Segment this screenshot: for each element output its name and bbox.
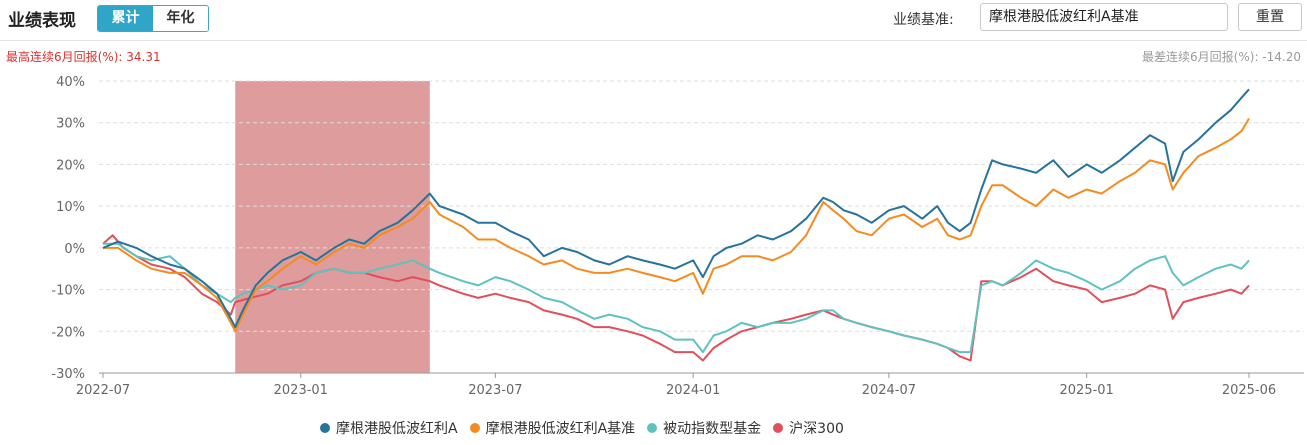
tab-cumulative[interactable]: 累计 [98, 6, 153, 31]
worst-6m-return: 最差连续6月回报(%): -14.20 [1142, 50, 1301, 64]
benchmark-label: 业绩基准: [893, 12, 954, 28]
x-tick-label: 2023-01 [274, 383, 328, 398]
legend-dot [469, 423, 480, 433]
highlight-band [235, 81, 430, 373]
best-6m-return: 最高连续6月回报(%): 34.31 [6, 50, 161, 64]
series-line-2 [103, 242, 1250, 354]
reset-button[interactable]: 重置 [1238, 3, 1302, 31]
legend-label: 被动指数型基金 [663, 421, 762, 437]
y-tick-label: -10% [51, 284, 85, 299]
period-toggle: 累计 年化 [97, 5, 209, 32]
legend-item-fund[interactable]: 摩根港股低波红利A [320, 418, 458, 438]
y-tick-label: -20% [51, 325, 85, 340]
y-tick-label: 10% [56, 200, 85, 215]
tab-annualized[interactable]: 年化 [153, 6, 208, 31]
legend-item-benchmark[interactable]: 摩根港股低波红利A基准 [469, 418, 636, 438]
x-tick-label: 2025-06 [1222, 383, 1276, 398]
section-title: 业绩表现 [8, 11, 76, 31]
x-tick-label: 2024-07 [862, 383, 916, 398]
legend-dot [647, 423, 658, 433]
legend-label: 摩根港股低波红利A [336, 421, 458, 437]
y-tick-label: 20% [56, 158, 85, 173]
header-divider [0, 40, 1307, 41]
chart-legend: 摩根港股低波红利A 摩根港股低波红利A基准 被动指数型基金 沪深300 [320, 418, 844, 438]
x-tick-label: 2025-01 [1060, 383, 1114, 398]
x-tick-label: 2024-01 [666, 383, 720, 398]
legend-label: 摩根港股低波红利A基准 [485, 421, 636, 437]
series-line-0 [102, 88, 1250, 329]
y-tick-label: -30% [51, 367, 85, 382]
y-tick-label: 0% [64, 242, 85, 257]
benchmark-input[interactable]: 摩根港股低波红利A基准 [980, 3, 1228, 31]
y-tick-label: 40% [56, 75, 85, 90]
series-line-3 [102, 234, 1250, 362]
x-tick-label: 2023-07 [468, 383, 522, 398]
series-line-1 [103, 117, 1250, 333]
y-tick-label: 30% [56, 117, 85, 132]
legend-dot [773, 423, 784, 433]
legend-dot [320, 423, 330, 433]
legend-item-csi300[interactable]: 沪深300 [773, 418, 844, 438]
x-tick-label: 2022-07 [76, 383, 130, 398]
legend-item-passive-index[interactable]: 被动指数型基金 [647, 418, 761, 438]
legend-label: 沪深300 [789, 421, 844, 437]
